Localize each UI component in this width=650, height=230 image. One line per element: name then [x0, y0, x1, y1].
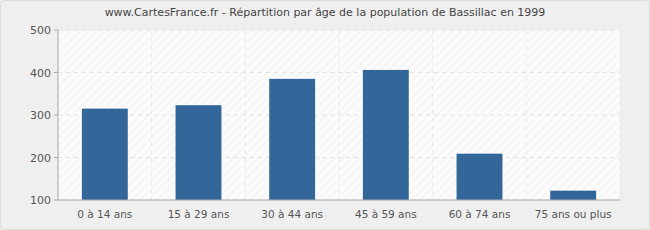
bar: [269, 79, 315, 200]
bar: [363, 70, 409, 200]
y-tick-label: 400: [30, 67, 51, 80]
y-tick-label: 200: [30, 152, 51, 165]
x-tick-label: 75 ans ou plus: [535, 208, 612, 220]
x-axis: [58, 200, 620, 201]
v-grid-line: [526, 30, 527, 200]
v-grid-line: [245, 30, 246, 200]
title: www.CartesFrance.fr - Répartition par âg…: [105, 6, 546, 19]
grid-line: [58, 200, 620, 201]
bars: [82, 70, 596, 200]
chart-container: www.CartesFrance.fr - Répartition par âg…: [0, 0, 650, 230]
x-tick-label: 60 à 74 ans: [449, 208, 511, 220]
y-tick-label: 500: [30, 24, 51, 37]
background: [1, 1, 650, 230]
tick-mark: [54, 115, 58, 116]
v-grid-line: [432, 30, 433, 200]
y-tick-label: 100: [30, 194, 51, 207]
tick-mark: [54, 30, 58, 31]
tick-mark: [54, 157, 58, 158]
y-tick-label: 300: [30, 109, 51, 122]
bar: [457, 154, 503, 200]
bar: [176, 105, 222, 200]
x-tick-label: 45 à 59 ans: [355, 208, 417, 220]
plot-area: [58, 30, 620, 200]
x-tick-label: 0 à 14 ans: [77, 208, 132, 220]
v-grid-line: [58, 30, 59, 200]
chart-svg: www.CartesFrance.fr - Répartition par âg…: [0, 0, 650, 230]
grid-line: [58, 157, 620, 158]
tick-mark: [54, 72, 58, 73]
bar: [550, 191, 596, 200]
x-tick-label: 15 à 29 ans: [168, 208, 230, 220]
v-grid-line: [620, 30, 621, 200]
tick-mark: [54, 200, 58, 201]
v-grid-line: [339, 30, 340, 200]
y-axis: [58, 30, 59, 200]
v-grid-line: [151, 30, 152, 200]
bar: [82, 109, 128, 200]
x-tick-label: 30 à 44 ans: [261, 208, 323, 220]
grid-line: [58, 115, 620, 116]
